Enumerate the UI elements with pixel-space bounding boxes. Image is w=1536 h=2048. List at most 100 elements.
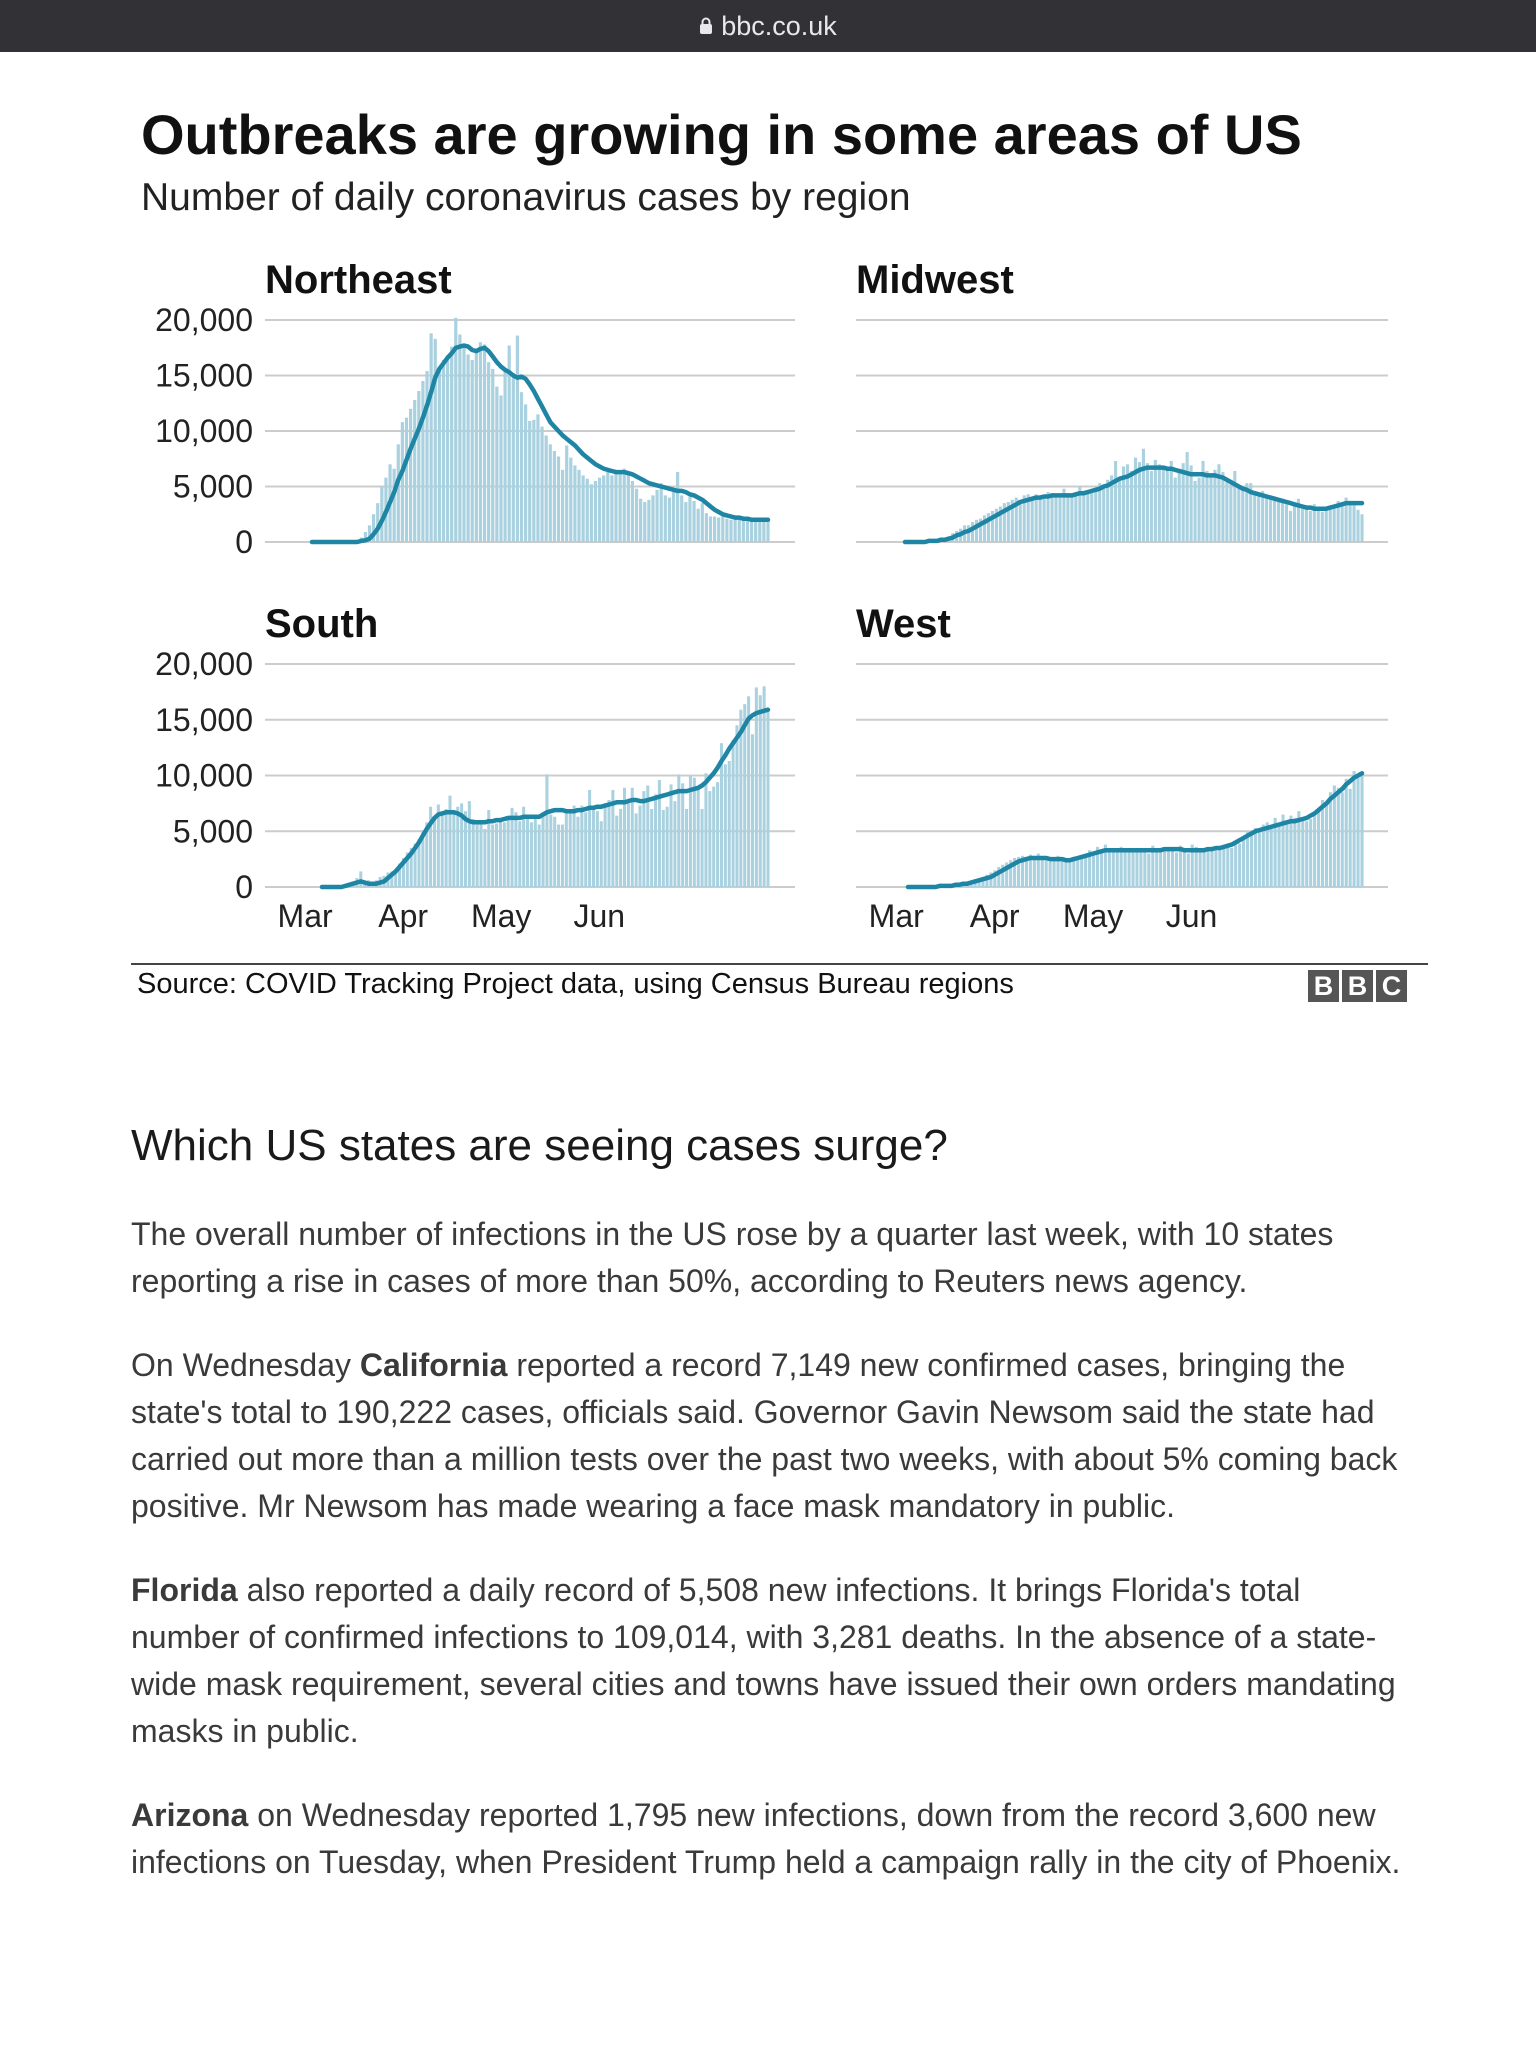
daily-bar (1119, 846, 1123, 887)
daily-bar (737, 518, 741, 542)
daily-bar (1284, 504, 1289, 542)
daily-bar (577, 469, 581, 542)
daily-bar (1034, 494, 1038, 542)
daily-bar (589, 484, 593, 542)
daily-bar (1001, 864, 1005, 887)
daily-bar (417, 839, 421, 887)
daily-bar (1257, 496, 1261, 542)
daily-bar (1225, 477, 1229, 542)
daily-bar (553, 816, 557, 887)
daily-bar (1118, 479, 1122, 542)
daily-bar (396, 444, 400, 542)
daily-bar (1090, 489, 1094, 542)
daily-bar (708, 516, 713, 542)
panel-title: Northeast (265, 258, 452, 302)
daily-bar (667, 497, 672, 542)
daily-bar (1110, 475, 1114, 542)
daily-bar (398, 863, 402, 887)
daily-bar (618, 474, 622, 542)
daily-bar (1265, 822, 1269, 887)
daily-bar (1237, 485, 1241, 542)
y-tick-label: 15,000 (155, 702, 253, 738)
daily-bar (650, 808, 654, 887)
daily-bar (540, 426, 544, 542)
daily-bar (506, 818, 510, 887)
x-tick-label: Apr (378, 898, 428, 934)
daily-bar (1209, 474, 1213, 542)
daily-bar (408, 408, 413, 542)
daily-bar (448, 795, 452, 887)
daily-bar (1030, 496, 1034, 542)
daily-bar (1197, 477, 1201, 542)
daily-bar (436, 804, 440, 887)
daily-bar (1218, 846, 1222, 887)
daily-bar (994, 508, 998, 542)
daily-bar (1360, 514, 1364, 542)
daily-bar (727, 761, 731, 887)
daily-bar (564, 812, 568, 887)
paragraph-text: on Wednesday reported 1,795 new infectio… (131, 1796, 1401, 1880)
daily-bar (1344, 497, 1348, 542)
daily-bar (1026, 494, 1030, 542)
daily-bar (1202, 851, 1206, 887)
daily-bar (511, 373, 515, 542)
daily-bar (584, 812, 588, 887)
daily-bar (671, 492, 676, 542)
daily-bar (1189, 465, 1193, 542)
x-tick-label: Jun (1166, 898, 1218, 934)
daily-bar (1024, 858, 1028, 887)
daily-bar (519, 392, 524, 542)
daily-bar (1300, 508, 1304, 542)
daily-bar (1127, 850, 1131, 887)
daily-bar (581, 475, 585, 542)
daily-bar (655, 489, 659, 542)
daily-bar (532, 419, 536, 542)
daily-bar (1194, 846, 1198, 887)
bbc-logo-letter: C (1376, 970, 1407, 1002)
daily-bar (704, 513, 708, 542)
daily-bar (1312, 504, 1316, 542)
daily-bar (735, 725, 739, 887)
daily-bar (502, 822, 506, 887)
daily-bar (1214, 850, 1218, 887)
daily-bar (1257, 830, 1261, 887)
daily-bar (552, 450, 556, 542)
daily-bar (1038, 495, 1042, 542)
daily-bar (754, 687, 758, 887)
daily-bar (749, 520, 754, 542)
daily-bar (1289, 815, 1293, 887)
browser-url-bar[interactable]: bbc.co.uk (0, 0, 1536, 52)
daily-bar (479, 821, 483, 887)
y-tick-label: 15,000 (155, 358, 253, 394)
daily-bar (1320, 512, 1324, 542)
daily-bar (1198, 849, 1202, 887)
daily-bar (433, 338, 437, 542)
daily-bar (580, 805, 584, 887)
daily-bar (1229, 479, 1233, 542)
daily-bar (1170, 850, 1175, 887)
daily-bar (1261, 824, 1265, 887)
daily-bar (1273, 499, 1277, 542)
daily-bar (721, 516, 725, 542)
daily-bar (603, 803, 607, 887)
bbc-logo: B B C (1308, 970, 1407, 1002)
daily-bar (1181, 463, 1185, 542)
daily-bar (1135, 847, 1139, 887)
daily-bar (405, 852, 409, 887)
daily-bar (1193, 480, 1197, 542)
daily-bar (982, 515, 987, 542)
daily-bar (630, 480, 635, 542)
daily-bar (1222, 849, 1226, 887)
daily-bar (1182, 849, 1186, 887)
daily-bar (1052, 859, 1056, 887)
daily-bar (1048, 861, 1052, 887)
daily-bar (723, 764, 727, 887)
figure-title: Outbreaks are growing in some areas of U… (141, 103, 1302, 166)
daily-bar (1092, 853, 1096, 887)
daily-bar (978, 518, 983, 542)
article-page: Outbreaks are growing in some areas of U… (0, 52, 1536, 2048)
state-name-florida: Florida (131, 1571, 238, 1608)
paragraph: Florida also reported a daily record of … (131, 1567, 1411, 1755)
state-name-california: California (359, 1346, 508, 1383)
daily-bar (467, 801, 471, 887)
